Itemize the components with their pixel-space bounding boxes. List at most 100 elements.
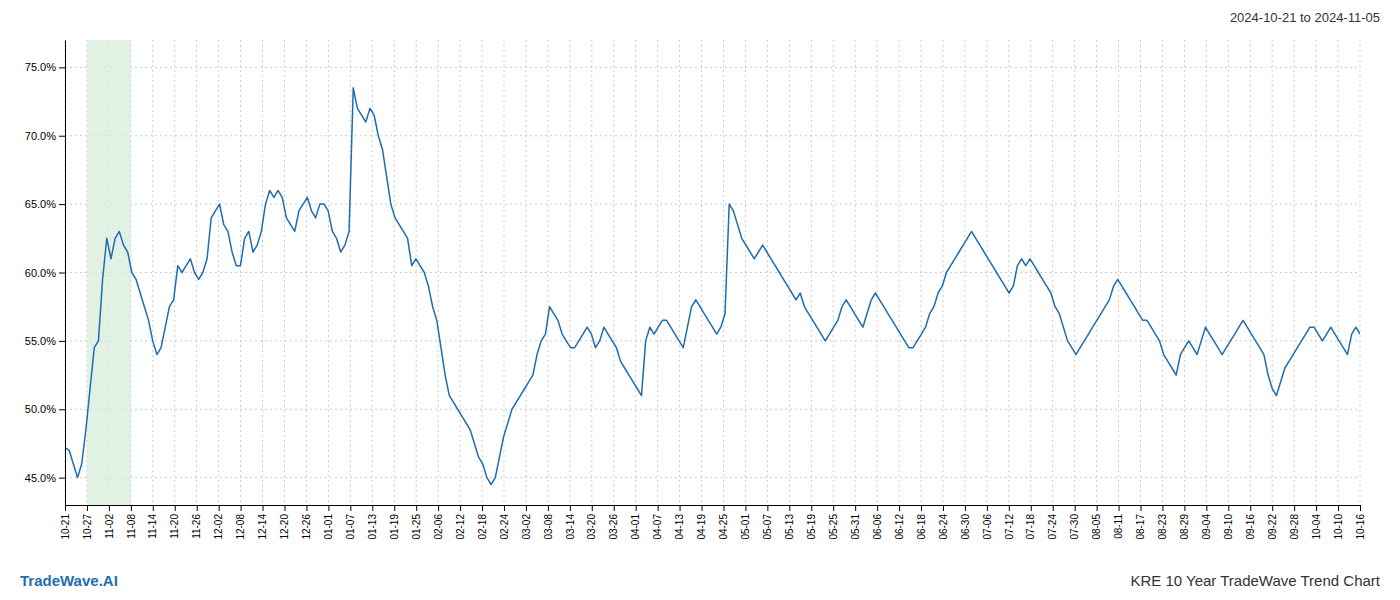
- tick-mark: [658, 505, 659, 511]
- grid-line: [811, 40, 812, 505]
- tick: 70.0%: [25, 130, 65, 142]
- tick-label: 08-05: [1091, 514, 1102, 540]
- tick-mark: [131, 505, 132, 511]
- tick-mark: [219, 505, 220, 511]
- tick: 05-31: [850, 505, 861, 540]
- tick-label: 03-26: [608, 514, 619, 540]
- tick-mark: [1053, 505, 1054, 511]
- tick: 12-02: [213, 505, 224, 540]
- grid-line: [438, 40, 439, 505]
- tick-mark: [592, 505, 593, 511]
- tick-label: 70.0%: [25, 130, 56, 142]
- tick-mark: [59, 67, 65, 68]
- tick-label: 06-12: [894, 514, 905, 540]
- grid-line: [1228, 40, 1229, 505]
- grid-line: [1074, 40, 1075, 505]
- tick: 05-01: [740, 505, 751, 540]
- grid-line: [262, 40, 263, 505]
- tick-label: 08-29: [1179, 514, 1190, 540]
- grid-line: [591, 40, 592, 505]
- grid-line: [613, 40, 614, 505]
- tick: 09-04: [1201, 505, 1212, 540]
- grid-line: [855, 40, 856, 505]
- tick: 75.0%: [25, 61, 65, 73]
- axis-line: [66, 505, 1361, 506]
- grid-line: [1118, 40, 1119, 505]
- tick: 50.0%: [25, 403, 65, 415]
- tick-mark: [1031, 505, 1032, 511]
- tick: 08-29: [1179, 505, 1190, 540]
- tick: 09-22: [1267, 505, 1278, 540]
- grid-line: [1360, 40, 1361, 505]
- tick-mark: [1360, 505, 1361, 511]
- tick-label: 03-14: [565, 514, 576, 540]
- tick-label: 10-21: [60, 514, 71, 540]
- grid-line: [986, 40, 987, 505]
- tick: 05-25: [828, 505, 839, 540]
- tick-mark: [59, 273, 65, 274]
- grid-line: [65, 204, 1360, 205]
- tick: 07-06: [982, 505, 993, 540]
- tick: 10-04: [1311, 505, 1322, 540]
- grid-line: [394, 40, 395, 505]
- tick-mark: [987, 505, 988, 511]
- tick-label: 01-13: [367, 514, 378, 540]
- grid-line: [1338, 40, 1339, 505]
- tick: 01-13: [367, 505, 378, 540]
- grid-line: [1294, 40, 1295, 505]
- tick-label: 11-02: [104, 514, 115, 539]
- tick-label: 06-18: [916, 514, 927, 540]
- tick-label: 05-07: [762, 514, 773, 540]
- tick-mark: [1119, 505, 1120, 511]
- tick: 02-18: [477, 505, 488, 540]
- tick: 55.0%: [25, 335, 65, 347]
- annotation: TradeWave.AI: [20, 572, 118, 589]
- tick-mark: [965, 505, 966, 511]
- tick: 12-26: [301, 505, 312, 540]
- grid-line: [1162, 40, 1163, 505]
- tick-mark: [65, 505, 66, 511]
- tick: 01-07: [345, 505, 356, 540]
- grid-line: [1206, 40, 1207, 505]
- tick-label: 55.0%: [25, 335, 56, 347]
- tick-mark: [59, 136, 65, 137]
- subtitle: 2024-10-21 to 2024-11-05: [1230, 10, 1380, 25]
- tick: 11-26: [191, 505, 202, 539]
- grid-line: [416, 40, 417, 505]
- tick-mark: [59, 478, 65, 479]
- tick: 11-08: [126, 505, 137, 539]
- y-axis: 45.0%50.0%55.0%60.0%65.0%70.0%75.0%: [25, 41, 66, 506]
- tick-label: 06-06: [872, 514, 883, 540]
- tick: 01-01: [323, 505, 334, 540]
- tick-label: 07-24: [1047, 514, 1058, 540]
- tick-mark: [504, 505, 505, 511]
- grid-line: [1030, 40, 1031, 505]
- shaded-region: [87, 40, 131, 505]
- tick-mark: [1294, 505, 1295, 511]
- tick: 10-27: [82, 505, 93, 540]
- plot-area: [65, 40, 1360, 505]
- tick: 04-25: [718, 505, 729, 540]
- tick: 08-23: [1157, 505, 1168, 540]
- tick-mark: [1250, 505, 1251, 511]
- grid-line: [328, 40, 329, 505]
- tick-mark: [175, 505, 176, 511]
- tick-mark: [482, 505, 483, 511]
- grid-line: [1184, 40, 1185, 505]
- tick-label: 10-04: [1311, 514, 1322, 540]
- tick-label: 04-07: [652, 514, 663, 540]
- tick-label: 02-24: [499, 514, 510, 540]
- tick-label: 09-16: [1245, 514, 1256, 540]
- tick: 03-02: [521, 505, 532, 540]
- x-axis: 10-2110-2711-0211-0811-1411-2011-2612-02…: [60, 505, 1366, 540]
- tick-mark: [614, 505, 615, 511]
- tick-mark: [1097, 505, 1098, 511]
- tick-label: 12-26: [301, 514, 312, 540]
- tick-label: 03-08: [543, 514, 554, 540]
- tick-label: 06-30: [960, 514, 971, 540]
- tick-label: 12-02: [213, 514, 224, 540]
- grid-line: [1052, 40, 1053, 505]
- tick: 11-14: [147, 505, 158, 539]
- tick: 03-14: [565, 505, 576, 540]
- tick-label: 08-11: [1113, 514, 1124, 539]
